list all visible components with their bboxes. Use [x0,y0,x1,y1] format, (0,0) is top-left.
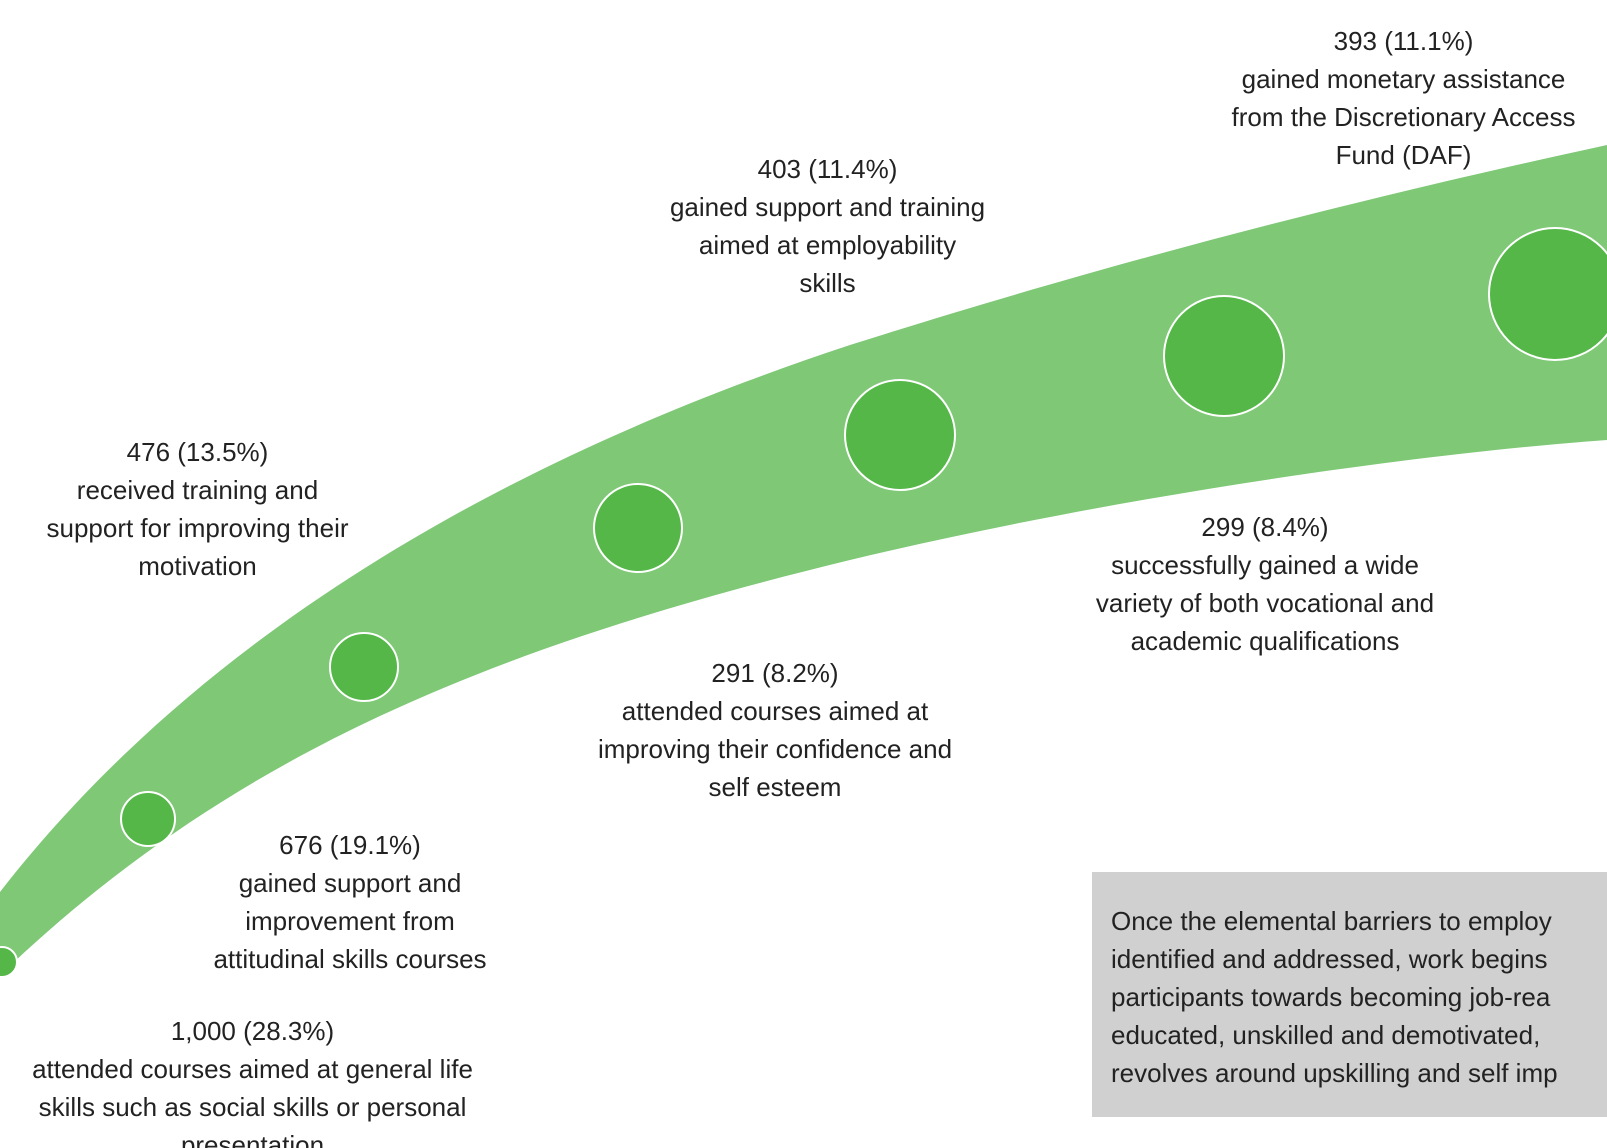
milestone-description-line: academic qualifications [1130,626,1400,656]
milestone-value: 676 (19.1%) [279,830,421,860]
milestone-markers [0,227,1607,978]
milestone-description-line: skills such as social skills or personal [38,1092,467,1122]
summary-note-line: educated, unskilled and demotivated, [1111,1020,1541,1050]
milestone-value: 393 (11.1%) [1333,26,1474,56]
milestone-description-line: improving their confidence and [597,734,953,764]
milestone-description-line: attended courses aimed at [621,696,929,726]
milestone-value: 476 (13.5%) [126,437,269,467]
milestone-label-4: 291 (8.2%) attended courses aimed at imp… [560,654,990,806]
milestone-marker-2 [120,791,176,847]
milestone-label-5: 403 (11.4%) gained support and training … [630,150,1025,302]
milestone-description-line: gained monetary assistance [1241,64,1566,94]
milestone-label-6: 299 (8.4%) successfully gained a wide va… [1055,508,1475,660]
milestone-description-line: aimed at employability [698,230,957,260]
milestone-marker-5 [844,379,956,491]
milestone-value: 403 (11.4%) [757,154,898,184]
milestone-marker-3 [329,632,399,702]
milestone-description-line: presentation [180,1130,325,1148]
milestone-description-line: gained support and [238,868,462,898]
milestone-marker-6 [1163,295,1285,417]
milestone-description-line: from the Discretionary Access [1231,102,1576,132]
milestone-value: 1,000 (28.3%) [170,1016,335,1046]
milestone-description-line: improvement from [245,906,455,936]
milestone-label-7: 393 (11.1%) gained monetary assistance f… [1200,22,1607,174]
milestone-marker-4 [593,483,683,573]
milestone-description-line: variety of both vocational and [1095,588,1435,618]
milestone-label-1: 1,000 (28.3%) attended courses aimed at … [0,1012,505,1148]
milestone-value: 291 (8.2%) [711,658,839,688]
milestone-marker-1 [0,946,18,978]
summary-note: Once the elemental barriers to employ id… [1092,872,1607,1117]
milestone-description-line: support for improving their [46,513,349,543]
milestone-description-line: attended courses aimed at general life [32,1054,473,1084]
milestone-description-line: successfully gained a wide [1111,550,1419,580]
milestone-marker-7 [1488,227,1607,361]
milestone-label-3: 476 (13.5%) received training and suppor… [10,433,385,585]
milestone-description-line: attitudinal skills courses [213,944,487,974]
milestone-description-line: self esteem [708,772,842,802]
milestone-value: 299 (8.4%) [1201,512,1329,542]
milestone-description-line: skills [799,268,856,298]
milestone-description-line: received training and [76,475,319,505]
summary-note-line: revolves around upskilling and self imp [1111,1058,1558,1088]
milestone-description-line: Fund (DAF) [1335,140,1472,170]
summary-note-line: Once the elemental barriers to employ [1111,906,1552,936]
milestone-label-2: 676 (19.1%) gained support and improveme… [185,826,515,978]
summary-note-line: identified and addressed, work begins [1111,944,1548,974]
summary-note-line: participants towards becoming job-rea [1111,982,1551,1012]
milestone-description-line: gained support and training [669,192,986,222]
milestone-description-line: motivation [138,551,257,581]
